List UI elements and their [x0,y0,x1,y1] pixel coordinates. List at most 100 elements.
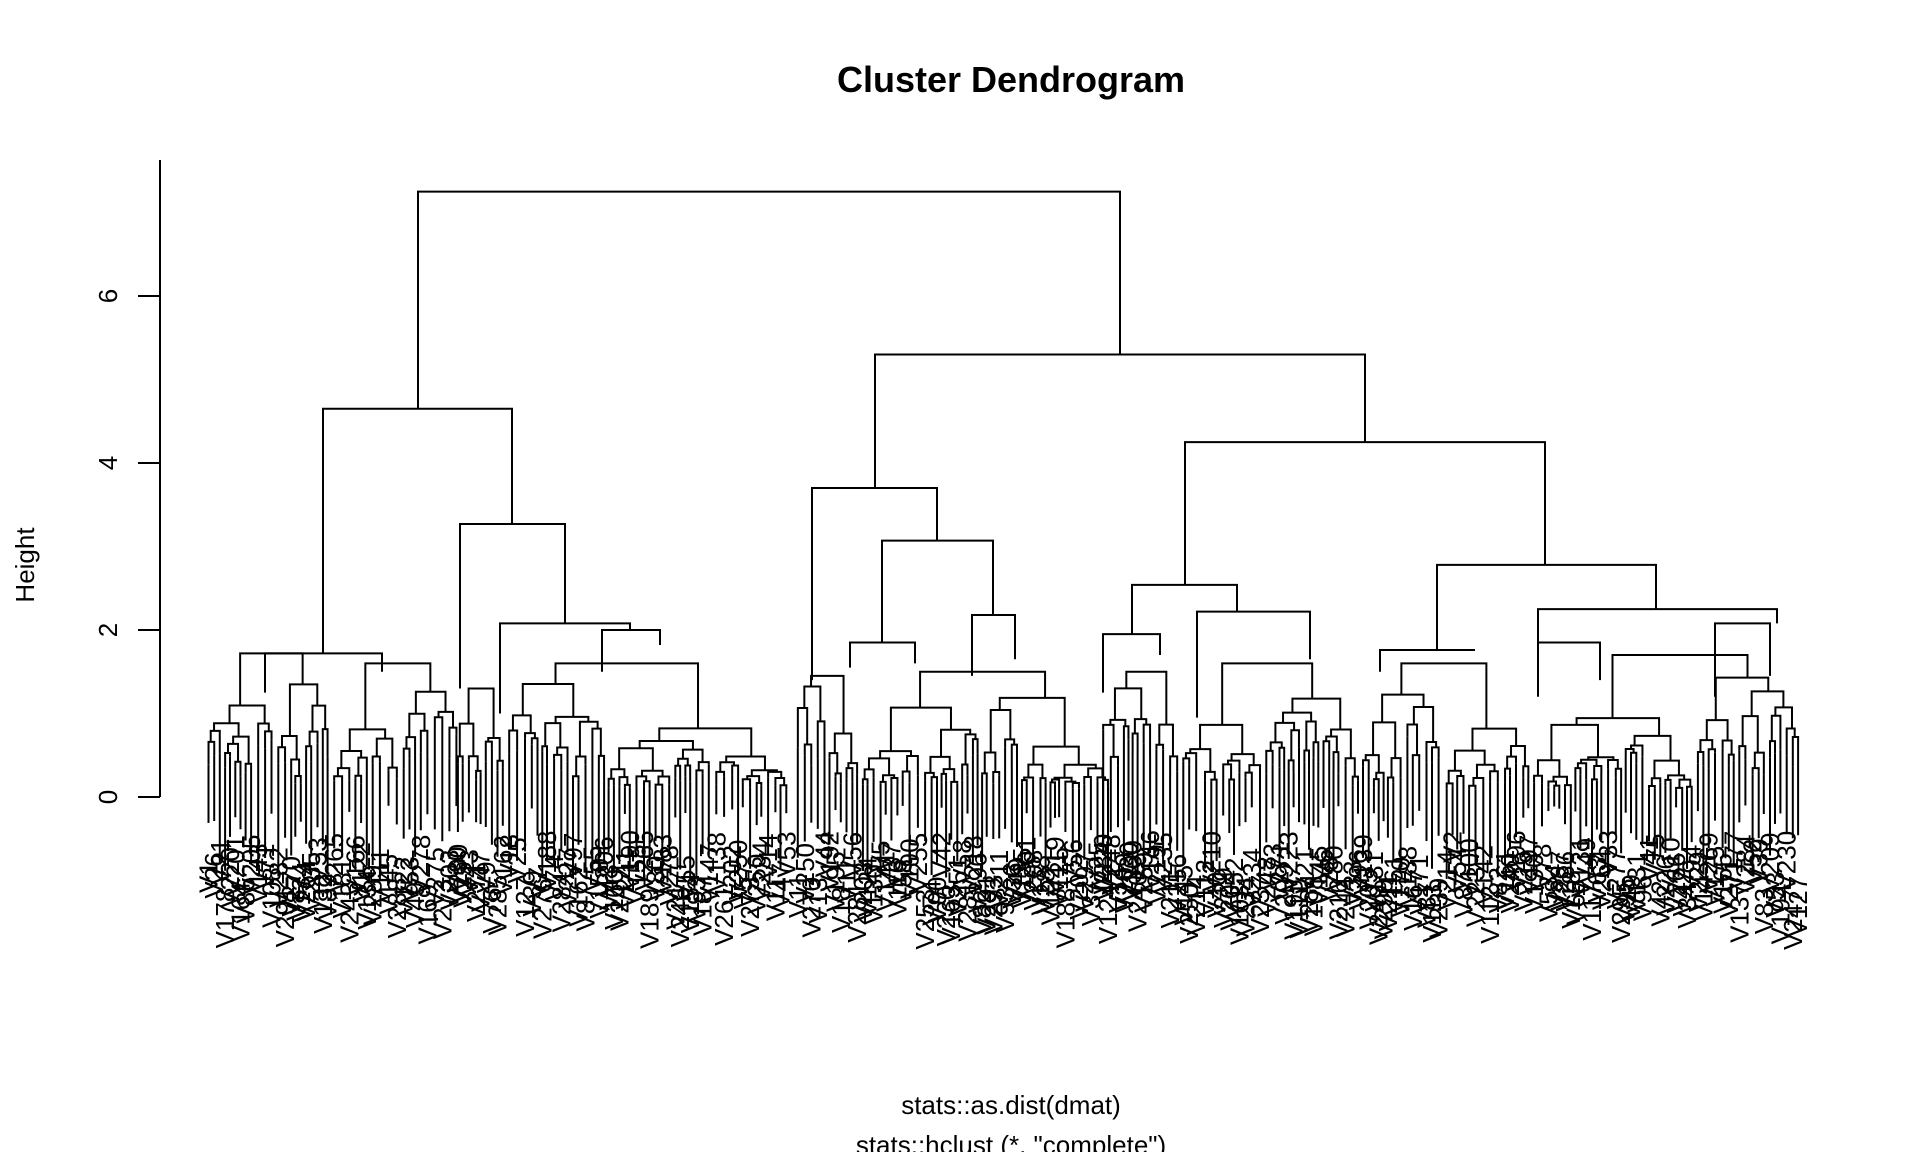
leaf-label: V203 [434,850,464,911]
leaf-label: V116 [882,859,912,918]
leaf-label: V152 [1219,858,1249,919]
leaf-label: V266 [1661,853,1691,914]
leaf-label: V119 [1040,836,1070,895]
leaf-label: V239 [1424,878,1454,939]
leaf-label: V264 [1586,849,1616,910]
leaf-label: V234 [746,841,776,902]
leaf-label: V56 [837,832,867,878]
leaf-label: V33 [1338,861,1368,907]
leaf-label: V229 [1208,867,1238,928]
leaf-label: V246 [665,887,695,948]
leaf-label: V244 [1331,877,1361,938]
leaf-label: V248 [1096,834,1126,895]
leaf-label: V111 [365,848,395,905]
leaf-label: V53 [1533,876,1563,922]
leaf-label: V250 [790,843,820,904]
leaf-label: V146 [1135,830,1165,891]
leaf-label: V271 [1265,842,1295,903]
leaf-label: V37 [1076,880,1106,926]
leaf-label: V131 [1621,852,1651,913]
leaf-label: V211 [1155,870,1185,929]
leaf-label: V188 [1050,888,1080,949]
leaf-label: V55 [670,855,700,901]
leaf-label: V205 [1354,869,1384,930]
leaf-label: V6 [1309,849,1339,881]
leaf-label: V25 [448,862,478,908]
leaf-label: V214 [1181,875,1211,936]
leaf-label: V247 [466,851,496,912]
leaf-label: V147 [694,843,724,904]
leaf-label: V192 [815,831,845,892]
leaf-label: V137 [1724,882,1754,943]
leaf-label: V134 [286,862,316,923]
leaf-label: V25 [1083,841,1113,887]
leaf-label: V11 [783,874,813,918]
leaf-label: V217 [660,869,690,930]
leaf-label: V251 [942,856,972,917]
leaf-label: V135 [1007,848,1037,909]
leaf-label: V42 [927,832,957,878]
leaf-label: V181 [1359,851,1389,912]
leaf-label: V190 [615,830,645,891]
leaf-label: V195 [821,851,851,912]
leaf-label: V145 [1303,846,1333,907]
leaf-label: V253 [910,889,940,950]
leaf-label: V276 [527,878,557,939]
leaf-label: V206 [589,836,619,897]
leaf-label: V21 [1289,848,1319,894]
y-axis-label: Height [10,527,40,603]
leaf-label: V89 [313,873,343,919]
leaf-label: V154 [675,873,705,934]
leaf-label: V187 [688,875,718,936]
leaf-label: V73 [1258,843,1288,889]
y-tick-0: 0 [93,790,123,804]
leaf-label: V299 [1269,864,1299,925]
leaf-label: V130 [1114,842,1144,903]
leaf-label: V96 [1627,875,1657,921]
leaf-label: V5 [866,841,896,873]
leaf-label: V160 [599,869,629,930]
leaf-label: V145 [374,854,404,915]
leaf-label: V87 [280,875,310,921]
leaf-label: V290 [443,844,473,905]
leaf-label: V80 [641,856,671,902]
leaf-label: V218 [958,835,988,896]
leaf-label: V33 [1593,830,1623,876]
leaf-label: V297 [1069,851,1099,912]
leaf-label: V71 [250,843,280,889]
leaf-label: V250 [723,840,753,901]
leaf-label: V80 [1319,845,1349,891]
leaf-label: V141 [871,851,901,912]
leaf-label: V205 [236,835,266,896]
leaf-label: V178 [1026,855,1056,916]
leaf-label: V271 [461,861,491,922]
leaf-label: V291 [270,887,300,948]
leaf-label: V296 [1343,850,1373,911]
leaf-label: V93 [681,876,711,922]
leaf-label: V25 [502,837,532,883]
leaf-label: V142 [1468,845,1498,906]
leaf-label: V108 [1299,876,1329,937]
leaf-label: V211 [984,850,1014,909]
leaf-label: V195 [1279,879,1309,940]
leaf-label: V277 [1601,849,1631,910]
leaf-label: V24 [604,885,634,931]
leaf-label: V26 [199,852,229,898]
leaf-label: V188 [532,831,562,892]
leaf-label: V39 [1744,838,1774,884]
leaf-label: V255 [903,833,933,894]
leaf-label: V53 [1760,872,1790,918]
x-axis-label: stats::as.dist(dmat) [901,1090,1121,1120]
leaf-label: V234 [1231,876,1261,937]
leaf-label: V44 [810,831,840,877]
leaf-label: V226 [1650,855,1680,916]
leaf-label: V90 [922,877,952,923]
leaf-label: V95 [1611,878,1641,924]
leaf-label: V34 [1672,883,1702,929]
leaf-label: V14 [753,834,783,880]
leaf-label: V37 [876,843,906,889]
leaf-label: V287 [1544,850,1574,911]
y-tick-6: 6 [93,289,123,303]
leaf-label: V203 [848,862,878,923]
